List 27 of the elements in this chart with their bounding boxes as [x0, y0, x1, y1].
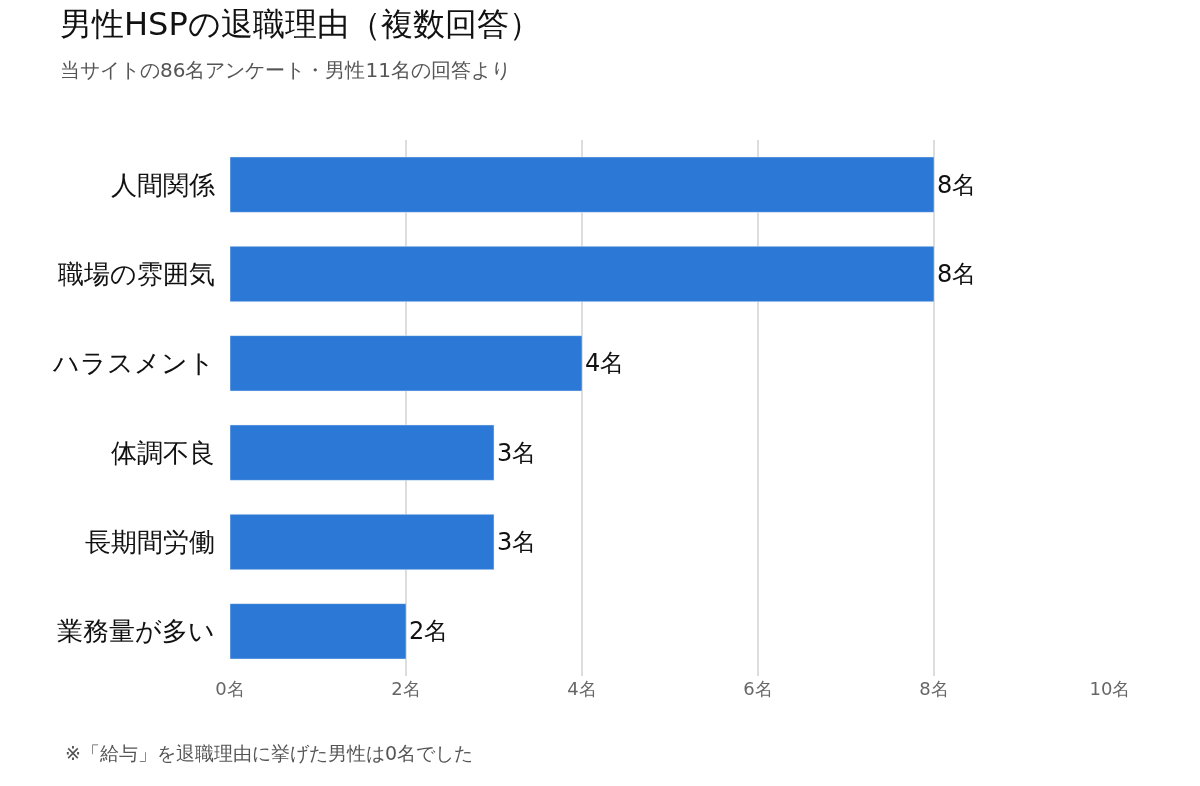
y-tick-label: 業務量が多い: [57, 616, 215, 647]
data-label: 8名: [937, 170, 977, 199]
bar: [230, 424, 495, 481]
x-tick-label: 2名: [391, 678, 421, 699]
y-tick-label: ハラスメント: [52, 348, 215, 379]
x-tick-label: 6名: [743, 678, 773, 699]
y-tick-label: 人間関係: [111, 169, 215, 200]
y-tick-label: 長期間労働: [85, 527, 215, 558]
x-tick-label: 8名: [919, 678, 949, 699]
chart-title: 男性HSPの退職理由（複数回答）: [60, 5, 541, 44]
data-label: 4名: [585, 349, 625, 378]
data-label: 3名: [497, 528, 537, 556]
x-tick-label: 0名: [215, 678, 245, 699]
text: ※「給与」を退職理由に挙げた男性は0名でした: [65, 742, 474, 764]
data-label: 3名: [497, 438, 537, 467]
bar: [230, 156, 935, 213]
data-label: 2名: [409, 617, 449, 646]
bar: [230, 335, 583, 392]
bar: [230, 246, 935, 302]
data-label: 8名: [937, 260, 977, 288]
x-tick-label: 4名: [567, 678, 597, 699]
chart-subtitle: 当サイトの86名アンケート・男性11名の回答より: [60, 57, 511, 82]
x-tick-label: 10名: [1089, 678, 1131, 699]
bar: [230, 514, 495, 570]
bar: [230, 603, 407, 660]
y-tick-label: 体調不良: [111, 437, 215, 468]
y-tick-label: 職場の雰囲気: [58, 259, 215, 290]
